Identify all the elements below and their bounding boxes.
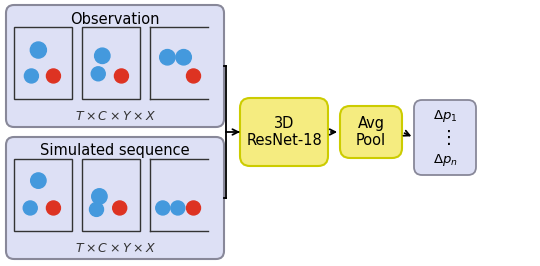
Text: $T \times C \times Y \times X$: $T \times C \times Y \times X$	[75, 110, 156, 123]
Circle shape	[186, 69, 200, 83]
Text: $\vdots$: $\vdots$	[439, 128, 451, 147]
Bar	[14, 159, 72, 231]
Circle shape	[31, 173, 46, 188]
FancyBboxPatch shape	[414, 100, 476, 175]
Circle shape	[94, 48, 110, 64]
Bar	[150, 27, 208, 99]
Circle shape	[90, 202, 104, 217]
Circle shape	[113, 201, 127, 215]
Text: Simulated sequence: Simulated sequence	[40, 143, 190, 159]
Circle shape	[156, 201, 170, 215]
Circle shape	[160, 49, 175, 65]
Circle shape	[23, 201, 37, 215]
Circle shape	[30, 42, 46, 58]
Text: $\Delta p_1$: $\Delta p_1$	[433, 109, 457, 124]
Text: 3D
ResNet-18: 3D ResNet-18	[246, 116, 322, 148]
FancyBboxPatch shape	[6, 137, 224, 259]
FancyBboxPatch shape	[6, 5, 224, 127]
Circle shape	[92, 189, 107, 204]
Circle shape	[46, 69, 60, 83]
FancyBboxPatch shape	[240, 98, 328, 166]
Circle shape	[46, 201, 60, 215]
Circle shape	[91, 67, 105, 81]
Text: $T \times C \times Y \times X$: $T \times C \times Y \times X$	[75, 243, 156, 256]
Circle shape	[24, 69, 38, 83]
Circle shape	[186, 201, 200, 215]
FancyBboxPatch shape	[340, 106, 402, 158]
Text: Observation: Observation	[70, 11, 160, 27]
Bar	[82, 159, 140, 231]
Circle shape	[114, 69, 129, 83]
Circle shape	[176, 49, 191, 65]
Bar	[150, 159, 208, 231]
Text: Avg
Pool: Avg Pool	[356, 116, 386, 148]
Text: $\Delta p_n$: $\Delta p_n$	[433, 152, 457, 168]
Bar	[14, 27, 72, 99]
Circle shape	[171, 201, 185, 215]
Bar	[82, 27, 140, 99]
